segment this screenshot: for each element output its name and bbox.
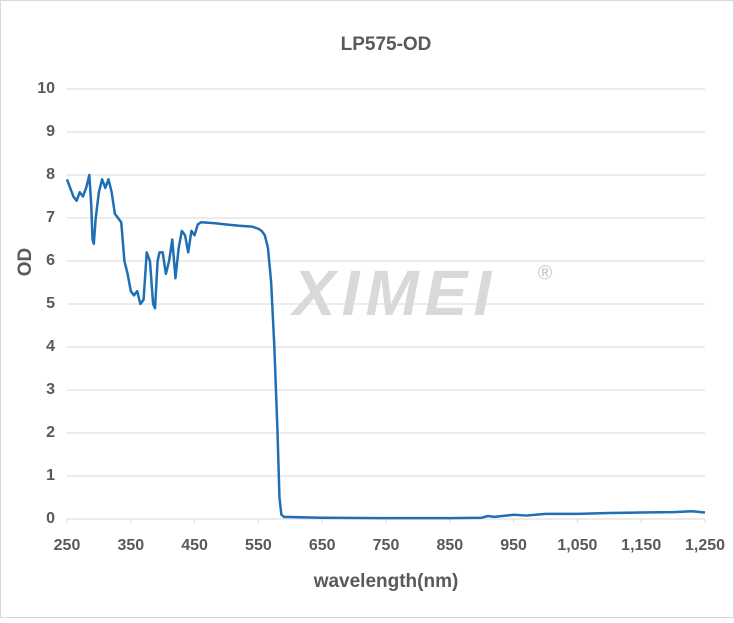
x-tick-label: 250 [54, 537, 81, 554]
x-tick-label: 950 [500, 537, 527, 554]
y-tick-label: 4 [46, 338, 55, 355]
y-tick-label: 10 [37, 80, 55, 97]
x-tick-label: 850 [436, 537, 463, 554]
x-tick-label: 1,250 [685, 537, 725, 554]
x-tick-label: 750 [373, 537, 400, 554]
x-tick-label: 450 [181, 537, 208, 554]
y-tick-label: 0 [46, 510, 55, 527]
x-tick-label: 350 [117, 537, 144, 554]
y-tick-label: 2 [46, 424, 55, 441]
data-line [65, 173, 706, 520]
y-tick-label: 6 [46, 252, 55, 269]
x-tick-label: 650 [309, 537, 336, 554]
y-tick-label: 1 [46, 467, 55, 484]
y-tick-label: 9 [46, 123, 55, 140]
x-tick-label: 1,050 [557, 537, 597, 554]
y-tick-label: 3 [46, 381, 55, 398]
y-axis-label: OD [15, 248, 36, 277]
watermark-mark: ® [538, 262, 553, 284]
x-tick-label: 550 [245, 537, 272, 554]
y-tick-label: 5 [46, 295, 55, 312]
x-axis-label: wavelength(nm) [313, 571, 459, 592]
watermark: XIMEI [290, 257, 497, 329]
x-tick-label: 1,150 [621, 537, 661, 554]
y-tick-label: 7 [46, 209, 55, 226]
chart-title: LP575-OD [341, 34, 432, 55]
y-tick-label: 8 [46, 166, 55, 183]
